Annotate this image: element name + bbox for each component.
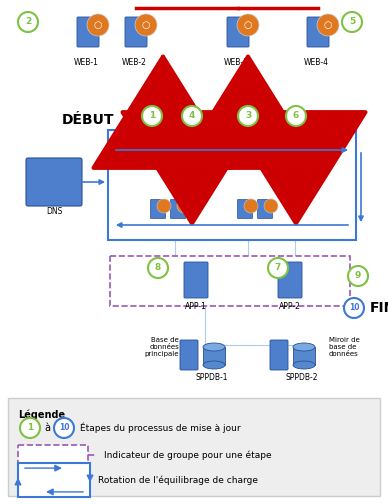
Text: ○: ○ <box>94 20 102 30</box>
Text: DNS: DNS <box>46 207 62 216</box>
Bar <box>293 347 315 365</box>
Text: 1: 1 <box>149 111 155 120</box>
FancyBboxPatch shape <box>77 17 99 47</box>
Circle shape <box>348 266 368 286</box>
FancyBboxPatch shape <box>180 340 198 370</box>
FancyBboxPatch shape <box>258 200 272 219</box>
Text: DÉBUT: DÉBUT <box>62 113 114 127</box>
FancyBboxPatch shape <box>200 137 224 157</box>
Circle shape <box>135 14 157 36</box>
Text: ○: ○ <box>142 20 150 30</box>
FancyBboxPatch shape <box>307 17 329 47</box>
Text: ○: ○ <box>324 20 332 30</box>
Ellipse shape <box>293 361 315 369</box>
Text: 1: 1 <box>27 423 33 432</box>
Text: WEB-2: WEB-2 <box>121 58 146 67</box>
Circle shape <box>182 106 202 126</box>
Ellipse shape <box>293 343 315 351</box>
Text: APP-1: APP-1 <box>185 302 207 311</box>
Circle shape <box>142 106 162 126</box>
Text: 10: 10 <box>59 423 69 432</box>
Circle shape <box>157 199 171 213</box>
Text: Légende: Légende <box>18 410 65 420</box>
Text: 2: 2 <box>25 18 31 27</box>
Text: 8: 8 <box>155 264 161 273</box>
FancyBboxPatch shape <box>270 340 288 370</box>
Circle shape <box>342 12 362 32</box>
Circle shape <box>54 418 74 438</box>
Text: 4: 4 <box>189 111 195 120</box>
FancyBboxPatch shape <box>108 130 356 240</box>
FancyBboxPatch shape <box>26 158 82 206</box>
Text: à: à <box>44 423 50 433</box>
Text: 3: 3 <box>245 111 251 120</box>
Text: WEB-4: WEB-4 <box>303 58 329 67</box>
Text: 9: 9 <box>355 272 361 281</box>
Bar <box>203 347 225 365</box>
FancyBboxPatch shape <box>110 256 350 306</box>
Text: 7: 7 <box>275 264 281 273</box>
FancyBboxPatch shape <box>184 262 208 298</box>
FancyBboxPatch shape <box>227 17 249 47</box>
Text: Miroir de
base de
données: Miroir de base de données <box>329 337 360 357</box>
Text: WEB-1: WEB-1 <box>74 58 99 67</box>
Circle shape <box>286 106 306 126</box>
Text: SPPDB-2: SPPDB-2 <box>286 373 318 382</box>
FancyBboxPatch shape <box>237 200 253 219</box>
Circle shape <box>148 258 168 278</box>
Text: 6: 6 <box>293 111 299 120</box>
Circle shape <box>344 298 364 318</box>
Text: FIN: FIN <box>370 301 388 315</box>
Circle shape <box>20 418 40 438</box>
Text: 10: 10 <box>349 303 359 312</box>
Text: WEB-3: WEB-3 <box>223 58 248 67</box>
Text: Étapes du processus de mise à jour: Étapes du processus de mise à jour <box>80 423 241 433</box>
Text: 5: 5 <box>349 18 355 27</box>
Circle shape <box>264 199 278 213</box>
FancyBboxPatch shape <box>204 141 228 161</box>
Circle shape <box>87 14 109 36</box>
Ellipse shape <box>203 361 225 369</box>
Circle shape <box>177 199 191 213</box>
Text: Rotation de l'équilibrage de charge: Rotation de l'équilibrage de charge <box>98 475 258 485</box>
FancyBboxPatch shape <box>147 141 171 161</box>
Circle shape <box>18 12 38 32</box>
Circle shape <box>238 106 258 126</box>
Text: Base de
données
principale: Base de données principale <box>144 337 179 357</box>
FancyBboxPatch shape <box>18 445 88 465</box>
Text: ○: ○ <box>244 20 252 30</box>
FancyBboxPatch shape <box>170 200 185 219</box>
FancyBboxPatch shape <box>278 262 302 298</box>
FancyBboxPatch shape <box>143 137 167 157</box>
FancyBboxPatch shape <box>151 200 166 219</box>
FancyBboxPatch shape <box>18 463 90 497</box>
Circle shape <box>268 258 288 278</box>
Text: APP-2: APP-2 <box>279 302 301 311</box>
FancyBboxPatch shape <box>125 17 147 47</box>
FancyBboxPatch shape <box>8 398 380 496</box>
Text: SPPDB-1: SPPDB-1 <box>196 373 228 382</box>
Text: Indicateur de groupe pour une étape: Indicateur de groupe pour une étape <box>104 450 272 460</box>
Circle shape <box>317 14 339 36</box>
Ellipse shape <box>203 343 225 351</box>
Circle shape <box>244 199 258 213</box>
Circle shape <box>237 14 259 36</box>
